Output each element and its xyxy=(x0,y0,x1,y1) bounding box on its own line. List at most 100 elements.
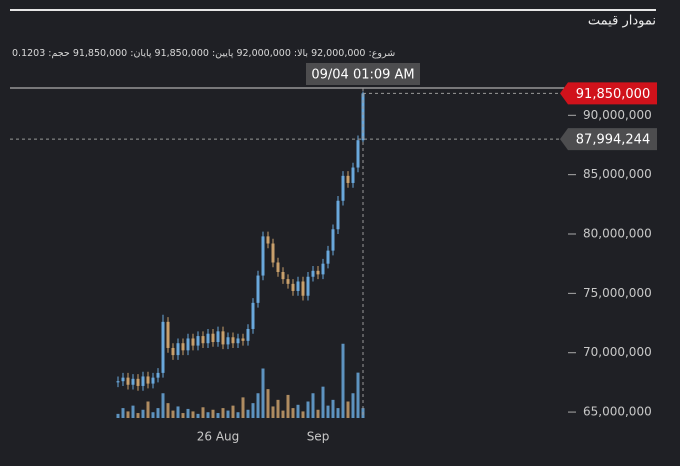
y-tick-label: 80,000,000 xyxy=(583,227,652,241)
candle-body xyxy=(221,331,225,345)
candle-body xyxy=(336,200,340,230)
candle-body xyxy=(181,343,185,351)
volume-bar xyxy=(141,409,145,418)
volume-bar xyxy=(121,408,125,418)
volume-bar xyxy=(311,393,315,418)
volume-bar xyxy=(241,397,245,418)
candle-body xyxy=(276,262,280,272)
candle-body xyxy=(116,381,120,383)
volume-bar xyxy=(236,412,240,418)
candle-body xyxy=(141,376,145,386)
candle-body xyxy=(271,243,275,263)
y-tick-label: 90,000,000 xyxy=(583,108,652,122)
crosshair-price-label: 87,994,244 xyxy=(576,133,650,148)
candle-body xyxy=(236,338,240,344)
candle-body xyxy=(231,337,235,344)
candle-body xyxy=(216,331,220,343)
candle-body xyxy=(126,377,130,385)
volume-bar xyxy=(256,393,260,418)
volume-bar xyxy=(146,401,150,418)
volume-bar xyxy=(176,406,180,418)
volume-bar xyxy=(356,372,360,418)
candle-body xyxy=(196,336,200,346)
last-price-tag xyxy=(560,82,657,105)
y-tick-label: 65,000,000 xyxy=(583,405,652,419)
candle-body xyxy=(131,378,135,385)
volume-bar xyxy=(211,409,215,418)
volume-bar xyxy=(226,410,230,418)
candle-body xyxy=(191,338,195,346)
y-tick-label: 70,000,000 xyxy=(583,345,652,359)
volume-bar xyxy=(216,413,220,418)
candle-body xyxy=(226,337,230,345)
candle-body xyxy=(186,338,190,351)
x-tick-label: Sep xyxy=(307,430,330,444)
volume-bar xyxy=(321,386,325,418)
volume-bar xyxy=(166,403,170,418)
volume-bar xyxy=(301,411,305,418)
volume-bar xyxy=(336,408,340,418)
volume-bar xyxy=(186,408,190,418)
volume-bar xyxy=(331,399,335,418)
candle-body xyxy=(266,236,270,244)
candle-body xyxy=(296,281,300,291)
last-price-label: 91,850,000 xyxy=(576,87,650,102)
volume-bar xyxy=(271,406,275,418)
volume-bar xyxy=(116,413,120,418)
volume-bar xyxy=(136,413,140,418)
volume-bar xyxy=(201,407,205,418)
volume-bar xyxy=(251,403,255,418)
candle-body xyxy=(261,236,265,276)
candle-body xyxy=(361,93,365,141)
candle-body xyxy=(241,338,245,341)
candle-body xyxy=(291,283,295,291)
candle-body xyxy=(211,333,215,343)
candle-body xyxy=(341,175,345,201)
volume-bar xyxy=(266,389,270,418)
candle-body xyxy=(206,333,210,344)
candle-body xyxy=(166,321,170,348)
crosshair-time-tag xyxy=(306,63,420,85)
volume-bar xyxy=(306,401,310,418)
volume-bar xyxy=(131,405,135,418)
candle-body xyxy=(306,276,310,296)
candle-body xyxy=(151,377,155,384)
volume-bar xyxy=(171,410,175,418)
candle-body xyxy=(346,175,350,183)
candle-body xyxy=(171,347,175,356)
candle-body xyxy=(316,270,320,275)
candle-body xyxy=(256,275,260,303)
candle-body xyxy=(121,377,125,382)
y-tick-label: 85,000,000 xyxy=(583,167,652,181)
volume-bar xyxy=(231,405,235,418)
candle-body xyxy=(136,378,140,386)
candle-body xyxy=(251,302,255,329)
ohlc-info: شروع: 92,000,000 بالا: 92,000,000 پایین:… xyxy=(12,48,396,59)
candle-body xyxy=(156,372,160,378)
volume-bar xyxy=(296,404,300,418)
crosshair-price-tag xyxy=(560,128,657,151)
candle-body xyxy=(246,328,250,341)
volume-bar xyxy=(291,408,295,418)
volume-bar xyxy=(316,409,320,418)
candle-body xyxy=(326,250,330,264)
candle-body xyxy=(286,279,290,284)
volume-bar xyxy=(286,394,290,418)
volume-bar xyxy=(261,368,265,418)
volume-bar xyxy=(181,413,185,418)
candle-body xyxy=(356,140,360,168)
volume-bar xyxy=(221,408,225,418)
candle-body xyxy=(176,343,180,356)
volume-bar xyxy=(161,393,165,418)
x-tick-label: 26 Aug xyxy=(197,430,240,444)
crosshair-time-label: 09/04 01:09 AM xyxy=(311,68,414,83)
volume-bar xyxy=(341,343,345,418)
candle-body xyxy=(161,321,165,373)
candle-body xyxy=(331,229,335,251)
candle-body xyxy=(146,376,150,384)
volume-bar xyxy=(276,399,280,418)
chart-title: نمودار قیمت xyxy=(588,14,656,29)
volume-bar xyxy=(346,401,350,418)
